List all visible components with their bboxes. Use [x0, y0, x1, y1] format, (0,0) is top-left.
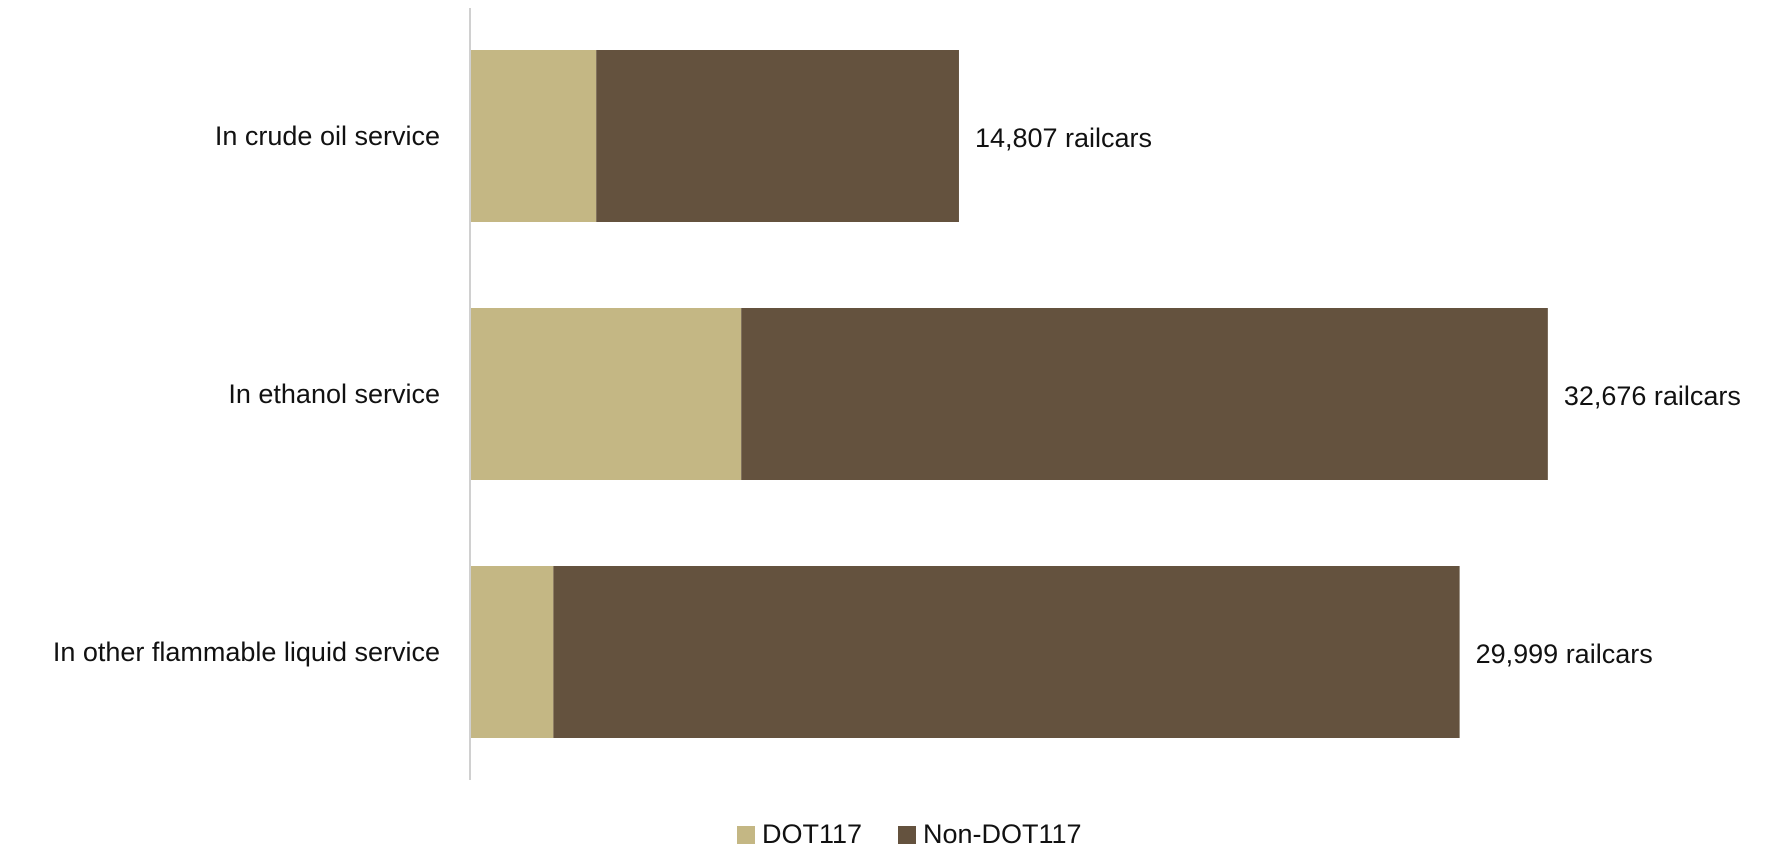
bar-dot117-0	[471, 50, 597, 222]
bars-group	[471, 50, 1548, 738]
total-label-1: 32,676 railcars	[1564, 381, 1741, 411]
legend-swatch-non-dot117	[898, 826, 916, 844]
bar-non-dot117-0	[596, 50, 959, 222]
category-label-0: In crude oil service	[215, 121, 440, 151]
category-label-1: In ethanol service	[228, 379, 440, 409]
bar-dot117-2	[471, 566, 554, 738]
legend-label-non-dot117: Non-DOT117	[923, 819, 1082, 847]
total-labels-group: 14,807 railcars 32,676 railcars 29,999 rai…	[975, 123, 1741, 669]
bar-dot117-1	[471, 308, 742, 480]
category-label-2: In other flammable liquid service	[53, 637, 440, 667]
legend-label-dot117: DOT117	[762, 819, 862, 847]
total-label-0: 14,807 railcars	[975, 123, 1152, 153]
bar-non-dot117-1	[741, 308, 1548, 480]
bar-non-dot117-2	[553, 566, 1460, 738]
legend-swatch-dot117	[737, 826, 755, 844]
total-label-2: 29,999 railcars	[1476, 639, 1653, 669]
category-labels-group: In crude oil service In ethanol service In…	[53, 121, 440, 667]
legend: DOT117 Non-DOT117	[737, 819, 1082, 847]
